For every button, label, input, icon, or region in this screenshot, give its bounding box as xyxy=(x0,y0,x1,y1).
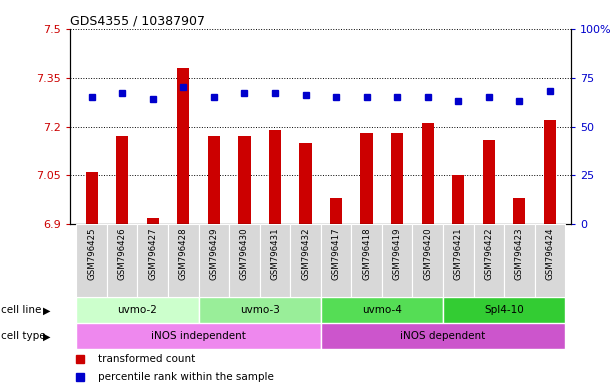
Bar xyxy=(443,224,474,297)
Text: GSM796424: GSM796424 xyxy=(546,227,554,280)
Bar xyxy=(452,175,464,224)
Text: GSM796421: GSM796421 xyxy=(454,227,463,280)
Text: GSM796426: GSM796426 xyxy=(118,227,126,280)
Bar xyxy=(208,136,220,224)
Text: uvmo-4: uvmo-4 xyxy=(362,305,402,315)
Bar xyxy=(351,224,382,297)
Text: ▶: ▶ xyxy=(43,331,50,341)
Text: GSM796431: GSM796431 xyxy=(271,227,279,280)
Bar xyxy=(147,218,159,224)
Text: GSM796429: GSM796429 xyxy=(210,227,218,280)
Bar xyxy=(229,224,260,297)
Bar xyxy=(238,136,251,224)
Text: Spl4-10: Spl4-10 xyxy=(484,305,524,315)
Bar xyxy=(504,224,535,297)
Bar xyxy=(360,133,373,224)
Bar xyxy=(76,224,107,297)
Bar xyxy=(107,224,137,297)
Bar xyxy=(483,139,495,224)
Text: GSM796418: GSM796418 xyxy=(362,227,371,280)
Bar xyxy=(382,224,412,297)
Bar xyxy=(321,323,565,349)
Bar xyxy=(412,224,443,297)
Text: cell line: cell line xyxy=(1,305,42,315)
Text: GSM796425: GSM796425 xyxy=(87,227,96,280)
Bar xyxy=(391,133,403,224)
Text: GSM796419: GSM796419 xyxy=(393,227,401,280)
Text: GSM796420: GSM796420 xyxy=(423,227,432,280)
Bar xyxy=(199,297,321,323)
Text: GDS4355 / 10387907: GDS4355 / 10387907 xyxy=(70,15,205,28)
Text: uvmo-2: uvmo-2 xyxy=(117,305,158,315)
Text: percentile rank within the sample: percentile rank within the sample xyxy=(98,372,274,382)
Bar xyxy=(137,224,168,297)
Bar xyxy=(177,68,189,224)
Bar xyxy=(422,123,434,224)
Bar xyxy=(299,143,312,224)
Bar xyxy=(443,297,565,323)
Text: ▶: ▶ xyxy=(43,305,50,315)
Text: iNOS independent: iNOS independent xyxy=(151,331,246,341)
Bar xyxy=(76,297,199,323)
Text: GSM796428: GSM796428 xyxy=(179,227,188,280)
Text: uvmo-3: uvmo-3 xyxy=(240,305,280,315)
Bar xyxy=(513,198,525,224)
Text: GSM796417: GSM796417 xyxy=(332,227,340,280)
Bar xyxy=(290,224,321,297)
Bar xyxy=(199,224,229,297)
Bar xyxy=(321,297,443,323)
Bar xyxy=(474,224,504,297)
Text: GSM796430: GSM796430 xyxy=(240,227,249,280)
Bar xyxy=(269,130,281,224)
Bar xyxy=(535,224,565,297)
Text: GSM796427: GSM796427 xyxy=(148,227,157,280)
Text: cell type: cell type xyxy=(1,331,46,341)
Bar xyxy=(86,172,98,224)
Text: GSM796432: GSM796432 xyxy=(301,227,310,280)
Text: transformed count: transformed count xyxy=(98,354,195,364)
Bar xyxy=(544,120,556,224)
Text: GSM796423: GSM796423 xyxy=(515,227,524,280)
Text: GSM796422: GSM796422 xyxy=(485,227,493,280)
Bar xyxy=(168,224,199,297)
Bar xyxy=(76,323,321,349)
Bar xyxy=(116,136,128,224)
Bar xyxy=(260,224,290,297)
Bar xyxy=(330,198,342,224)
Bar xyxy=(321,224,351,297)
Text: iNOS dependent: iNOS dependent xyxy=(400,331,486,341)
